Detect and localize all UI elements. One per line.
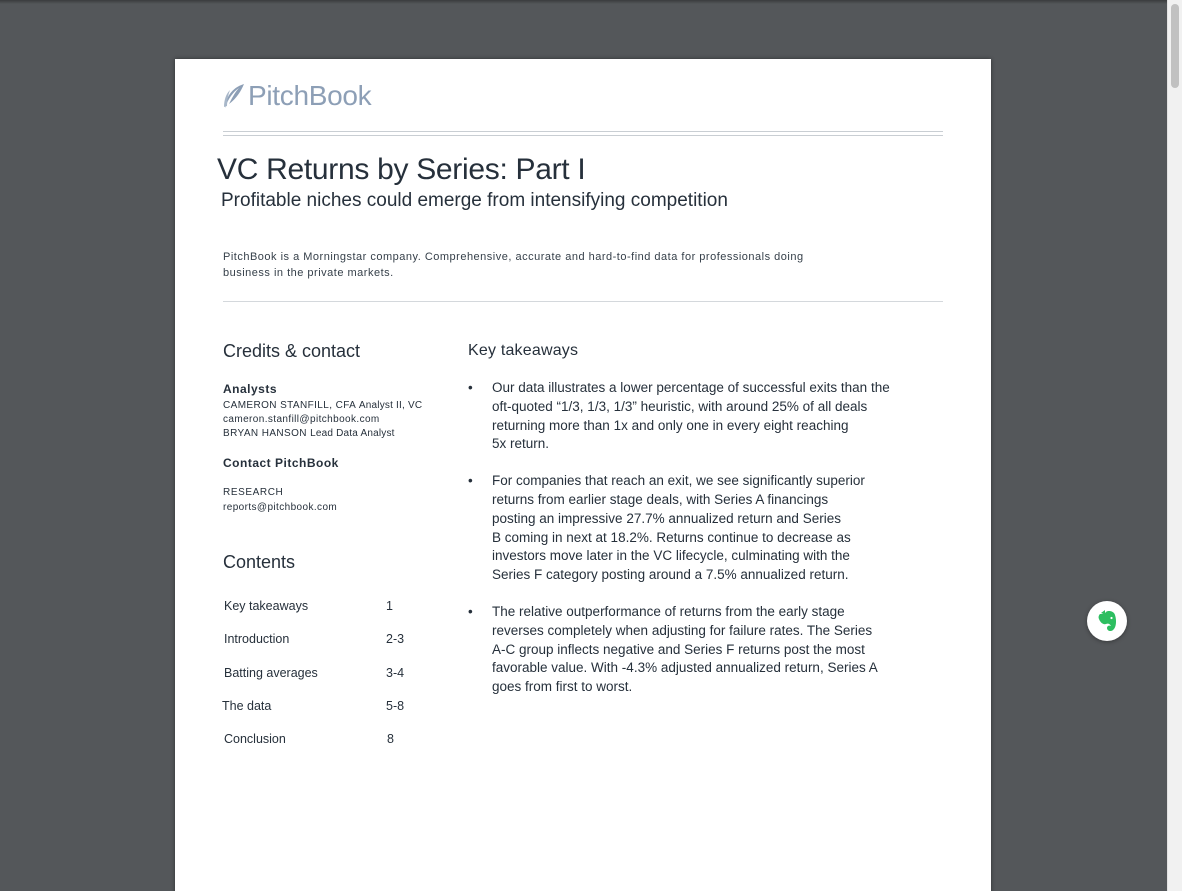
toc-item[interactable]: Batting averages 3-4 bbox=[224, 666, 424, 684]
analyst-role: Analyst II, VC bbox=[358, 400, 423, 411]
toolbar-shadow bbox=[0, 0, 1167, 4]
analyst-name: CAMERON STANFILL, CFA bbox=[223, 400, 356, 411]
report-title: VC Returns by Series: Part I bbox=[217, 153, 586, 186]
research-email[interactable]: reports@pitchbook.com bbox=[223, 502, 338, 513]
takeaway-line: reverses completely when adjusting for f… bbox=[492, 622, 873, 638]
takeaway-line: returning more than 1x and only one in e… bbox=[492, 417, 849, 433]
takeaway-line: posting an impressive 27.7% annualized r… bbox=[492, 510, 841, 526]
vertical-scrollbar[interactable] bbox=[1167, 0, 1182, 891]
bullet-marker: • bbox=[468, 603, 473, 619]
toc-page: 8 bbox=[387, 732, 394, 746]
toc-item[interactable]: Key takeaways 1 bbox=[224, 599, 424, 617]
logo-text: PitchBook bbox=[248, 80, 372, 111]
takeaway-line: Our data illustrates a lower percentage … bbox=[492, 380, 890, 395]
takeaway-line: A-C group inflects negative and Series F… bbox=[492, 641, 865, 657]
toc-label: Introduction bbox=[224, 632, 290, 646]
toc-item[interactable]: Conclusion 8 bbox=[224, 732, 424, 750]
takeaway-line: investors move later in the VC lifecycle… bbox=[492, 548, 850, 564]
scrollbar-thumb[interactable] bbox=[1171, 4, 1179, 88]
toc-page: 2-3 bbox=[386, 632, 405, 646]
contact-heading: Contact PitchBook bbox=[223, 456, 339, 470]
pitchbook-logo: PitchBook bbox=[222, 79, 372, 113]
toc-page: 1 bbox=[386, 599, 393, 613]
header-divider bbox=[223, 131, 943, 136]
takeaway-item: • The relative outperformance of returns… bbox=[468, 603, 944, 697]
analyst-1: CAMERON STANFILL, CFA Analyst II, VC bbox=[223, 400, 422, 411]
pdf-page: PitchBook VC Returns by Series: Part I P… bbox=[175, 59, 991, 891]
evernote-clipper-button[interactable] bbox=[1087, 601, 1127, 641]
analyst-2: BRYAN HANSON Lead Data Analyst bbox=[223, 428, 395, 439]
toc-label: The data bbox=[222, 699, 272, 713]
bullet-marker: • bbox=[468, 473, 473, 489]
takeaways-heading: Key takeaways bbox=[468, 342, 579, 359]
toc-item[interactable]: Introduction 2-3 bbox=[224, 632, 424, 650]
takeaway-item: • For companies that reach an exit, we s… bbox=[468, 472, 944, 585]
research-label: RESEARCH bbox=[223, 487, 284, 498]
takeaway-line: The relative outperformance of returns f… bbox=[492, 603, 845, 619]
takeaway-line: B coming in next at 18.2%. Returns conti… bbox=[492, 529, 851, 545]
report-subtitle: Profitable niches could emerge from inte… bbox=[221, 190, 728, 211]
toc-item[interactable]: The data 5-8 bbox=[222, 699, 422, 717]
takeaway-line: returns from earlier stage deals, with S… bbox=[492, 491, 829, 507]
takeaway-line: goes from first to worst. bbox=[492, 679, 633, 695]
toc-label: Key takeaways bbox=[224, 599, 309, 613]
toc-page: 5-8 bbox=[386, 699, 405, 713]
blurb-line: PitchBook is a Morningstar company. Comp… bbox=[223, 251, 804, 263]
analyst-1-email[interactable]: cameron.stanfill@pitchbook.com bbox=[223, 414, 380, 425]
takeaway-line: 5x return. bbox=[492, 436, 550, 452]
blurb-line: business in the private markets. bbox=[223, 267, 394, 279]
toc-page: 3-4 bbox=[386, 666, 405, 680]
company-blurb: PitchBook is a Morningstar company. Comp… bbox=[223, 249, 903, 281]
takeaways-list: • Our data illustrates a lower percentag… bbox=[468, 379, 948, 715]
credits-heading: Credits & contact bbox=[223, 341, 361, 361]
analyst-name: BRYAN HANSON bbox=[223, 428, 307, 439]
takeaway-line: For companies that reach an exit, we see… bbox=[492, 473, 865, 489]
leaf-logo-icon bbox=[224, 84, 244, 108]
analyst-role: Lead Data Analyst bbox=[310, 428, 395, 439]
takeaway-line: favorable value. With -4.3% adjusted ann… bbox=[492, 660, 878, 676]
bullet-marker: • bbox=[468, 380, 473, 395]
section-divider bbox=[223, 301, 943, 302]
toc-label: Batting averages bbox=[224, 666, 318, 680]
takeaway-line: Series F category posting around a 7.5% … bbox=[492, 567, 849, 583]
takeaway-line: oft-quoted “1/3, 1/3, 1/3” heuristic, wi… bbox=[492, 398, 868, 414]
analysts-heading: Analysts bbox=[223, 382, 278, 396]
evernote-elephant-icon bbox=[1098, 610, 1117, 632]
contents-heading: Contents bbox=[223, 552, 296, 572]
takeaway-item: • Our data illustrates a lower percentag… bbox=[468, 379, 944, 454]
toc-label: Conclusion bbox=[224, 732, 286, 746]
